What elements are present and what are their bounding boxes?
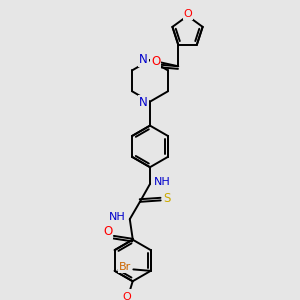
Text: O: O [122,292,131,300]
Text: NH: NH [154,177,170,187]
Text: NH: NH [109,212,126,222]
Text: S: S [163,193,171,206]
Text: N: N [139,53,148,66]
Text: O: O [151,55,160,68]
Text: Br: Br [119,262,131,272]
Text: N: N [139,96,148,109]
Text: O: O [103,225,112,238]
Text: O: O [184,9,193,20]
